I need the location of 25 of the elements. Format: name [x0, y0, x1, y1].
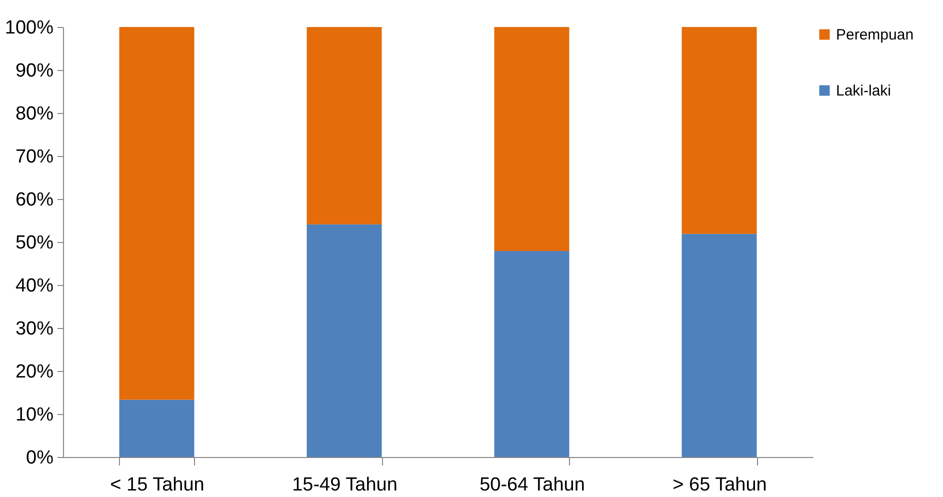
bar: [494, 251, 570, 457]
y-tick-label: 0%: [26, 448, 54, 468]
y-tick-label: 70%: [15, 146, 54, 168]
x-tick-label: 50-64 Tahun: [480, 474, 585, 496]
y-tick-label: 20%: [15, 362, 54, 382]
bar: [119, 27, 194, 400]
bar: [306, 224, 382, 457]
y-tick-label: 80%: [15, 104, 54, 124]
y-tick-label: 60%: [15, 190, 54, 210]
x-tick-label: 15-49 Tahun: [292, 474, 398, 496]
x-tick-label: > 65 Tahun: [672, 474, 767, 496]
y-tick-label: 30%: [15, 318, 54, 340]
legend-label: Laki-laki: [836, 82, 892, 100]
y-tick-label: 90%: [15, 60, 54, 82]
legend-label: Perempuan: [836, 26, 914, 44]
y-tick-label: 50%: [15, 232, 54, 254]
bar: [682, 27, 757, 234]
x-tick-label: < 15 Tahun: [110, 474, 204, 496]
y-tick-label: 40%: [15, 276, 54, 296]
bar: [119, 400, 194, 457]
bar: [494, 27, 570, 252]
bar: [306, 27, 382, 224]
bar: [682, 234, 757, 457]
y-tick-label: 100%: [4, 18, 54, 38]
y-tick-label: 10%: [15, 404, 54, 426]
